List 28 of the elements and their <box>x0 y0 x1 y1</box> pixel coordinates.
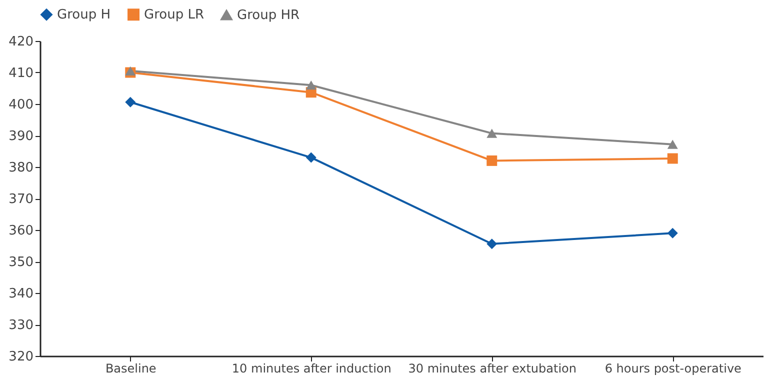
point <box>125 96 136 108</box>
point <box>486 238 498 250</box>
point <box>125 66 136 76</box>
y-tick-label: 350 <box>8 255 34 270</box>
point <box>306 80 316 90</box>
point <box>306 152 316 163</box>
y-tick-label: 360 <box>8 224 34 238</box>
y-tick-label: 380 <box>8 160 34 176</box>
y-tick-label: 420 <box>8 34 34 50</box>
y-tick-label: 330 <box>8 318 34 333</box>
point <box>667 140 678 149</box>
point <box>667 228 678 238</box>
y-tick-label: 370 <box>8 192 34 207</box>
y-tick-label: 320 <box>8 350 34 364</box>
x-tick-label: 10 minutes after induction <box>232 362 392 376</box>
x-tick-label: 6 hours post-operative <box>604 362 742 376</box>
y-tick-label: 340 <box>8 286 34 302</box>
y-tick-label: 410 <box>8 66 34 81</box>
x-tick-label: 30 minutes after extubation <box>408 362 576 376</box>
legend-label: Group HR <box>237 8 300 23</box>
y-tick-label: 390 <box>8 129 34 144</box>
point <box>667 153 678 164</box>
point <box>486 128 498 138</box>
x-tick-label: Baseline <box>105 362 156 376</box>
y-tick-label: 400 <box>8 98 34 112</box>
legend-label: Group H <box>57 8 110 23</box>
point <box>486 155 498 166</box>
legend-label: Group LR <box>144 8 204 23</box>
